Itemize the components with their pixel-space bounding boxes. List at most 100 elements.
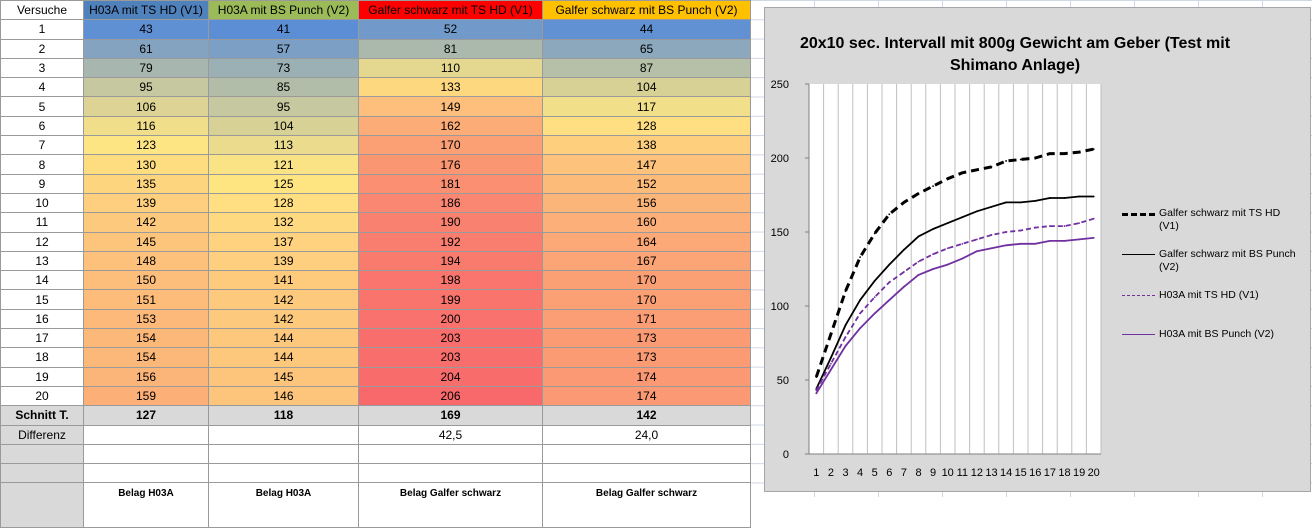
cell-versuch[interactable]: 10: [0, 192, 84, 214]
empty-cell[interactable]: [83, 443, 209, 465]
empty-cell[interactable]: [358, 443, 543, 465]
cell-galfer-ts[interactable]: 200: [358, 308, 543, 330]
cell-galfer-ts[interactable]: 192: [358, 231, 543, 252]
empty-cell[interactable]: [0, 443, 84, 465]
cell-h03a-ts[interactable]: 159: [83, 385, 209, 407]
difference-versuch[interactable]: Differenz: [0, 424, 84, 445]
cell-h03a-ts[interactable]: 142: [83, 212, 209, 233]
cell-h03a-bs[interactable]: 144: [208, 328, 359, 349]
label-galfer-bs[interactable]: Belag Galfer schwarz: [542, 482, 751, 528]
cell-versuch[interactable]: 18: [0, 347, 84, 368]
cell-h03a-ts[interactable]: 154: [83, 347, 209, 368]
cell-galfer-ts[interactable]: 110: [358, 57, 543, 79]
cell-galfer-ts[interactable]: 198: [358, 270, 543, 291]
cell-h03a-ts[interactable]: 150: [83, 270, 209, 291]
cell-galfer-bs[interactable]: 170: [542, 289, 751, 310]
cell-h03a-bs[interactable]: 113: [208, 135, 359, 156]
cell-galfer-bs[interactable]: 104: [542, 77, 751, 98]
cell-galfer-ts[interactable]: 186: [358, 192, 543, 214]
empty-cell[interactable]: [542, 443, 751, 465]
cell-h03a-bs[interactable]: 142: [208, 308, 359, 330]
cell-h03a-ts[interactable]: 95: [83, 77, 209, 98]
cell-versuch[interactable]: 8: [0, 154, 84, 175]
empty-cell[interactable]: [83, 463, 209, 484]
cell-h03a-bs[interactable]: 145: [208, 366, 359, 387]
cell-h03a-bs[interactable]: 85: [208, 77, 359, 98]
cell-galfer-bs[interactable]: 174: [542, 366, 751, 387]
cell-galfer-bs[interactable]: 117: [542, 96, 751, 117]
cell-galfer-bs[interactable]: 152: [542, 173, 751, 194]
cell-galfer-bs[interactable]: 147: [542, 154, 751, 175]
cell-galfer-ts[interactable]: 194: [358, 250, 543, 272]
cell-versuch[interactable]: 19: [0, 366, 84, 387]
cell-h03a-bs[interactable]: 128: [208, 192, 359, 214]
header-versuch[interactable]: Versuche: [0, 0, 84, 21]
cell-versuch[interactable]: 1: [0, 19, 84, 40]
cell-h03a-bs[interactable]: 141: [208, 270, 359, 291]
cell-galfer-bs[interactable]: 160: [542, 212, 751, 233]
summary-h03a-bs[interactable]: 118: [208, 405, 359, 426]
cell-galfer-ts[interactable]: 181: [358, 173, 543, 194]
cell-versuch[interactable]: 11: [0, 212, 84, 233]
cell-h03a-bs[interactable]: 144: [208, 347, 359, 368]
cell-galfer-bs[interactable]: 138: [542, 135, 751, 156]
cell-galfer-bs[interactable]: 167: [542, 250, 751, 272]
cell-h03a-ts[interactable]: 135: [83, 173, 209, 194]
cell-galfer-bs[interactable]: 65: [542, 38, 751, 59]
empty-cell[interactable]: [208, 443, 359, 465]
cell-h03a-bs[interactable]: 73: [208, 57, 359, 79]
cell-galfer-ts[interactable]: 133: [358, 77, 543, 98]
cell-h03a-bs[interactable]: 137: [208, 231, 359, 252]
cell-h03a-bs[interactable]: 132: [208, 212, 359, 233]
cell-galfer-bs[interactable]: 173: [542, 347, 751, 368]
cell-galfer-ts[interactable]: 203: [358, 347, 543, 368]
difference-h03a-bs[interactable]: [208, 424, 359, 445]
difference-galfer-ts[interactable]: 42,5: [358, 424, 543, 445]
cell-h03a-ts[interactable]: 43: [83, 19, 209, 40]
cell-h03a-bs[interactable]: 139: [208, 250, 359, 272]
cell-galfer-ts[interactable]: 162: [358, 115, 543, 137]
empty-cell[interactable]: [208, 463, 359, 484]
cell-galfer-bs[interactable]: 171: [542, 308, 751, 330]
difference-galfer-bs[interactable]: 24,0: [542, 424, 751, 445]
cell-versuch[interactable]: 12: [0, 231, 84, 252]
cell-galfer-ts[interactable]: 52: [358, 19, 543, 40]
cell-h03a-ts[interactable]: 154: [83, 328, 209, 349]
cell-versuch[interactable]: 17: [0, 328, 84, 349]
cell-h03a-ts[interactable]: 156: [83, 366, 209, 387]
cell-versuch[interactable]: 3: [0, 57, 84, 79]
cell-h03a-ts[interactable]: 106: [83, 96, 209, 117]
cell-galfer-ts[interactable]: 203: [358, 328, 543, 349]
cell-galfer-ts[interactable]: 170: [358, 135, 543, 156]
cell-galfer-ts[interactable]: 190: [358, 212, 543, 233]
empty-cell[interactable]: [358, 463, 543, 484]
cell-h03a-ts[interactable]: 130: [83, 154, 209, 175]
cell-h03a-bs[interactable]: 142: [208, 289, 359, 310]
cell-h03a-ts[interactable]: 151: [83, 289, 209, 310]
summary-galfer-ts[interactable]: 169: [358, 405, 543, 426]
summary-h03a-ts[interactable]: 127: [83, 405, 209, 426]
cell-galfer-ts[interactable]: 204: [358, 366, 543, 387]
label-h03a-ts[interactable]: Belag H03A: [83, 482, 209, 528]
cell-versuch[interactable]: 4: [0, 77, 84, 98]
cell-galfer-ts[interactable]: 199: [358, 289, 543, 310]
cell-h03a-bs[interactable]: 95: [208, 96, 359, 117]
cell-h03a-bs[interactable]: 104: [208, 115, 359, 137]
cell-galfer-bs[interactable]: 87: [542, 57, 751, 79]
cell-galfer-bs[interactable]: 170: [542, 270, 751, 291]
label-galfer-ts[interactable]: Belag Galfer schwarz: [358, 482, 543, 528]
difference-h03a-ts[interactable]: [83, 424, 209, 445]
cell-versuch[interactable]: 13: [0, 250, 84, 272]
cell-galfer-ts[interactable]: 149: [358, 96, 543, 117]
chart-panel[interactable]: 20x10 sec. Intervall mit 800g Gewicht am…: [764, 7, 1311, 492]
header-h03a-bs[interactable]: H03A mit BS Punch (V2): [208, 0, 359, 21]
cell-h03a-ts[interactable]: 116: [83, 115, 209, 137]
header-galfer-ts[interactable]: Galfer schwarz mit TS HD (V1): [358, 0, 543, 21]
cell-galfer-ts[interactable]: 81: [358, 38, 543, 59]
cell-versuch[interactable]: 20: [0, 385, 84, 407]
cell-h03a-ts[interactable]: 61: [83, 38, 209, 59]
cell-h03a-ts[interactable]: 145: [83, 231, 209, 252]
cell-h03a-ts[interactable]: 139: [83, 192, 209, 214]
cell-h03a-bs[interactable]: 146: [208, 385, 359, 407]
summary-galfer-bs[interactable]: 142: [542, 405, 751, 426]
